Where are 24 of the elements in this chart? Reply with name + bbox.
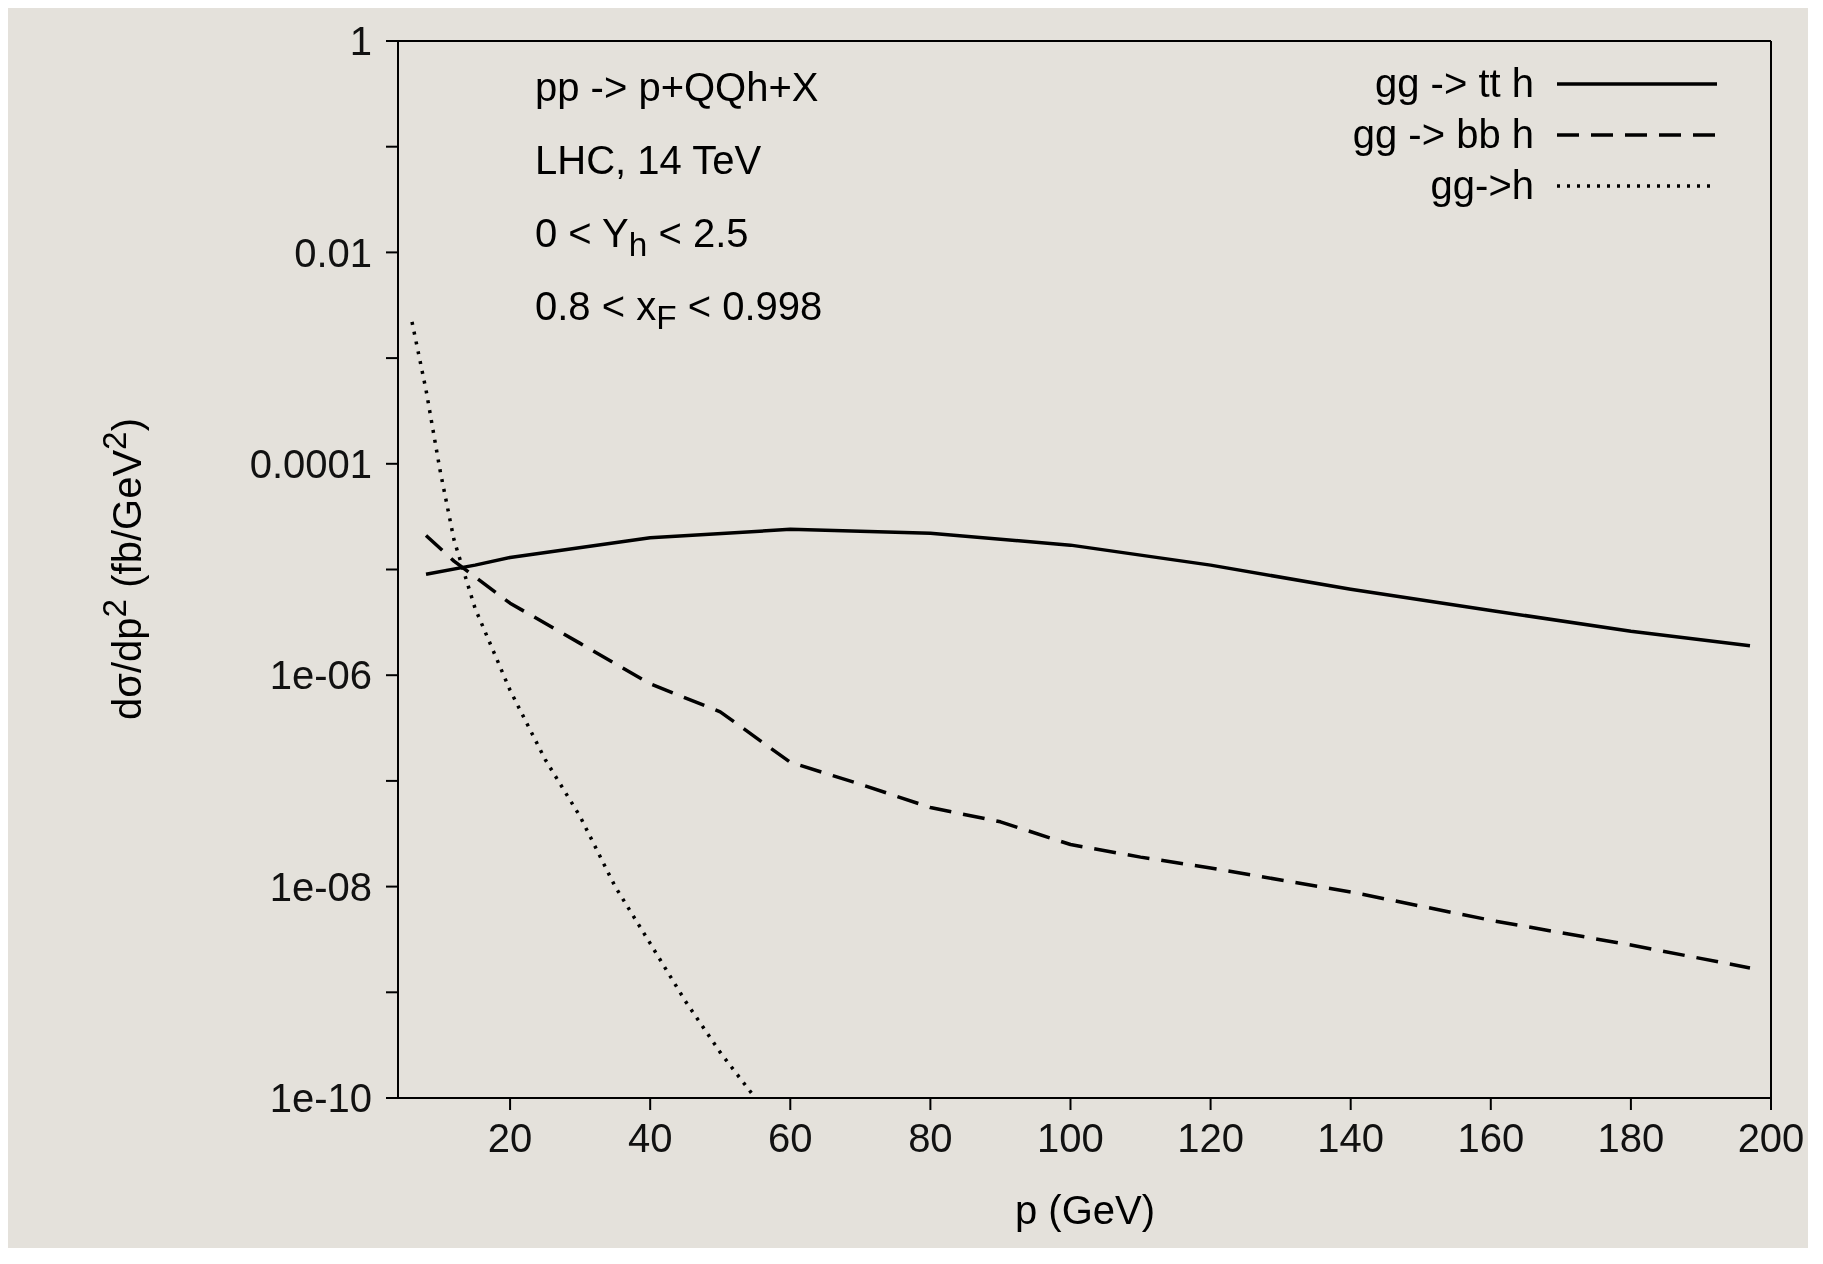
x-axis-title: p (GeV) [1013,1188,1156,1233]
annotation: 0 < Y$_{h}$ < 2.5 [535,210,749,265]
y-tick-label: 1e-06 [269,653,372,698]
legend-label: gg -> bb h [1352,112,1534,157]
x-tick-label: 140 [1317,1116,1385,1161]
y-tick-label: 1 [349,19,372,64]
x-tick-label: 160 [1457,1116,1525,1161]
x-tick-label: 40 [627,1116,673,1161]
annotation: LHC, 14 TeV [535,137,762,184]
legend-label: gg->h [1430,163,1534,208]
annotation: pp -> p+QQh+X [535,64,819,111]
x-tick-label: 180 [1597,1116,1665,1161]
x-tick-label: 100 [1037,1116,1104,1161]
y-tick-label: 0.01 [294,230,372,275]
x-tick-label: 20 [487,1116,533,1161]
annotation: 0.8 < x$_{F}$ < 0.998 [535,283,823,338]
x-tick-label: 60 [768,1116,813,1161]
x-tick-label: 200 [1737,1116,1805,1161]
y-tick-label: 1e-10 [269,1076,372,1121]
x-tick-label: 120 [1177,1116,1244,1161]
y-tick-label: 1e-08 [269,864,372,909]
y-tick-label: 0.0001 [249,442,372,486]
legend-label: gg -> tt h [1375,61,1534,106]
x-tick-label: 80 [908,1116,953,1161]
